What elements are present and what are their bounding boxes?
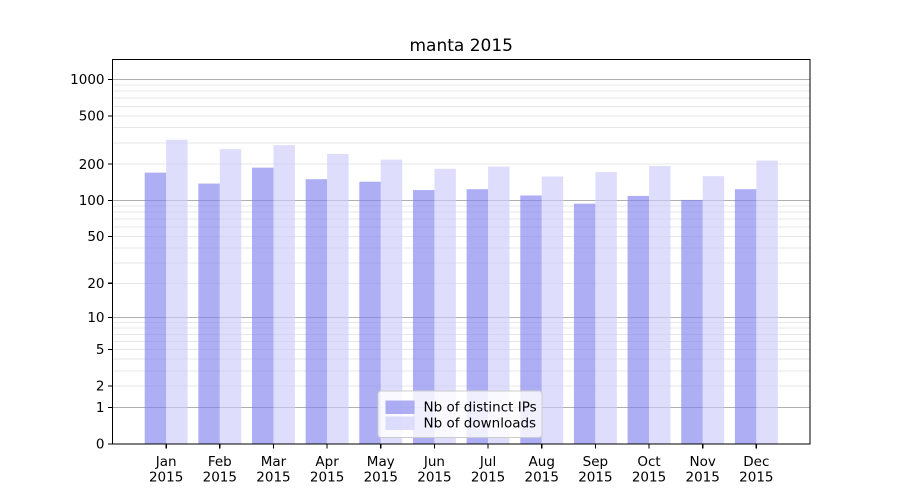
bar-distinct-ips-jan (144, 172, 167, 445)
bar-downloads-jul (488, 166, 510, 444)
bar-downloads-aug (541, 176, 564, 445)
y-tick-label-1: 1 (96, 400, 105, 416)
bar-distinct-ips-apr (305, 179, 328, 444)
x-tick-label-jul-year: 2015 (471, 470, 505, 486)
x-tick-label-nov-year: 2015 (686, 470, 720, 486)
bars (144, 139, 778, 445)
x-tick-label-feb: Feb (208, 454, 232, 470)
chart-title: manta 2015 (409, 36, 513, 56)
y-tick-label-0: 0 (96, 437, 105, 453)
x-tick-label-oct: Oct (637, 454, 660, 470)
bar-downloads-may (380, 159, 403, 444)
bar-downloads-nov (702, 176, 725, 444)
x-axis: Jan2015Feb2015Mar2015Apr2015May2015Jun20… (149, 444, 774, 486)
x-tick-label-may: May (367, 454, 395, 470)
bar-distinct-ips-sep (573, 203, 596, 444)
x-tick-label-apr-year: 2015 (310, 470, 344, 486)
x-tick-label-nov: Nov (690, 454, 716, 470)
x-tick-label-may-year: 2015 (364, 470, 398, 486)
legend: Nb of distinct IPs Nb of downloads (377, 390, 543, 438)
x-tick-label-sep-year: 2015 (578, 470, 612, 486)
x-tick-label-jun-year: 2015 (417, 470, 451, 486)
y-axis: 0 1 2 5 10 20 50 100 200 500 1000 (70, 72, 113, 453)
y-tick-label-100: 100 (79, 193, 105, 209)
bar-downloads-apr (327, 153, 349, 444)
y-tick-label-5: 5 (96, 342, 105, 358)
y-tick-label-2: 2 (96, 379, 105, 395)
legend-swatch-downloads (385, 416, 415, 430)
y-tick-label-50: 50 (87, 229, 104, 245)
bar-distinct-ips-nov (681, 199, 703, 444)
x-tick-label-apr: Apr (315, 454, 339, 470)
legend-swatch-distinct-ips (385, 400, 415, 414)
x-tick-label-oct-year: 2015 (632, 470, 666, 486)
bar-downloads-dec (756, 160, 778, 444)
y-tick-label-20: 20 (87, 276, 104, 292)
x-tick-label-dec: Dec (743, 454, 769, 470)
bar-distinct-ips-may (359, 181, 381, 444)
y-tick-label-500: 500 (79, 109, 105, 125)
x-tick-label-mar: Mar (261, 454, 287, 470)
y-tick-label-10: 10 (87, 310, 104, 326)
bar-downloads-oct (649, 165, 671, 444)
bar-distinct-ips-mar (252, 167, 274, 444)
legend-label-distinct-ips: Nb of distinct IPs (424, 400, 537, 416)
bar-distinct-ips-dec (734, 189, 757, 444)
x-tick-label-jan: Jan (155, 454, 177, 470)
x-tick-label-sep: Sep (583, 454, 608, 470)
x-tick-label-aug: Aug (529, 454, 555, 470)
plot-border (111, 58, 811, 445)
bar-downloads-jan (166, 139, 188, 444)
x-tick-label-dec-year: 2015 (739, 470, 773, 486)
x-tick-label-jul: Jul (479, 454, 496, 470)
bar-distinct-ips-oct (627, 195, 650, 444)
y-tick-label-1000: 1000 (70, 72, 104, 88)
x-tick-label-mar-year: 2015 (256, 470, 290, 486)
x-tick-label-feb-year: 2015 (203, 470, 237, 486)
legend-label-downloads: Nb of downloads (424, 416, 537, 432)
bar-downloads-sep (595, 172, 617, 444)
bar-distinct-ips-aug (520, 195, 542, 444)
bar-distinct-ips-jun (412, 190, 435, 444)
legend-box (377, 390, 543, 438)
bar-downloads-feb (219, 149, 242, 444)
y-tick-label-200: 200 (79, 157, 105, 173)
bar-distinct-ips-feb (198, 183, 220, 444)
bar-distinct-ips-jul (466, 189, 489, 444)
x-tick-label-aug-year: 2015 (525, 470, 559, 486)
x-tick-label-jun: Jun (423, 454, 445, 470)
bar-downloads-mar (273, 145, 295, 444)
bar-downloads-jun (434, 168, 456, 444)
x-tick-label-jan-year: 2015 (149, 470, 183, 486)
